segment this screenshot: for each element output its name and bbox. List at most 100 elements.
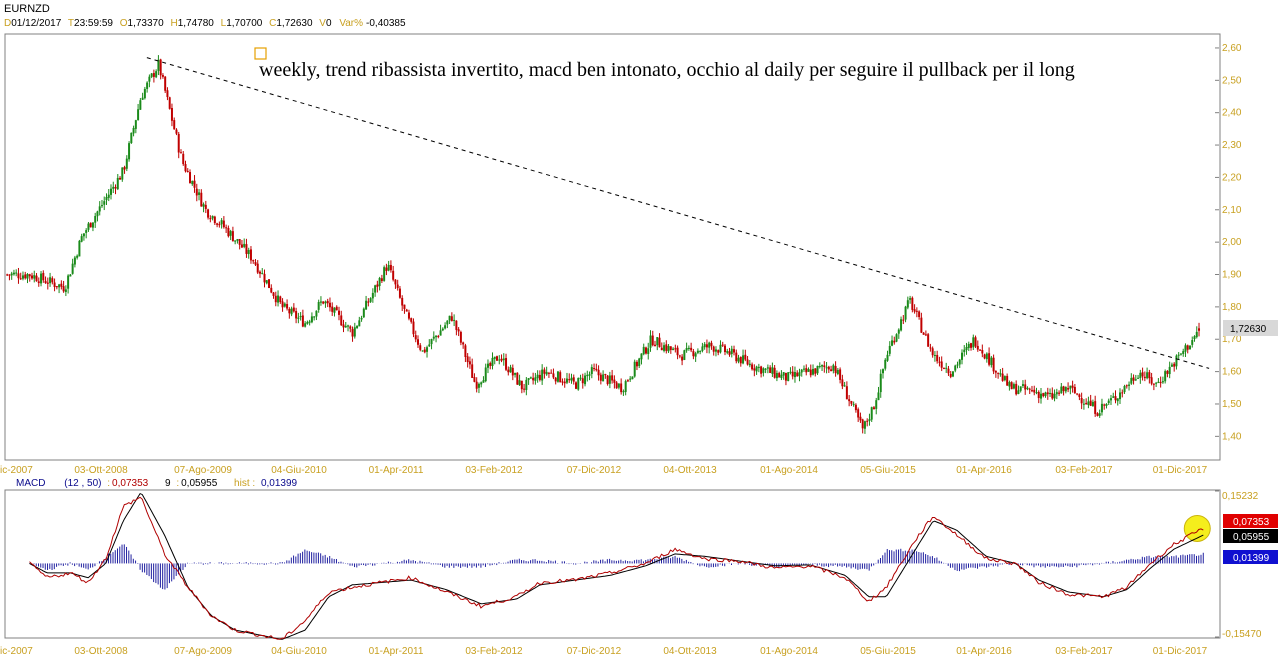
candle-body bbox=[760, 366, 763, 374]
candle-body bbox=[1166, 370, 1169, 374]
price-y-tick-label: 1,90 bbox=[1222, 270, 1242, 281]
candle-body bbox=[1146, 372, 1149, 379]
candle-body bbox=[798, 372, 801, 377]
candle-body bbox=[1096, 413, 1099, 416]
candle-body bbox=[649, 335, 652, 348]
candle-body bbox=[15, 272, 18, 274]
macd-y-tick-label: -0,15470 bbox=[1222, 629, 1262, 640]
candle-body bbox=[207, 209, 210, 218]
candle-body bbox=[744, 354, 747, 360]
candle-body bbox=[1114, 396, 1117, 401]
candle-body bbox=[694, 353, 697, 357]
date-key: D bbox=[4, 18, 11, 29]
candle-body bbox=[85, 230, 88, 233]
candle-body bbox=[1184, 345, 1187, 352]
candle-body bbox=[444, 325, 447, 329]
candle-body bbox=[489, 363, 492, 366]
candle-body bbox=[319, 301, 322, 303]
annotation-marker[interactable] bbox=[254, 47, 267, 60]
candle-body bbox=[80, 236, 83, 242]
candle-body bbox=[428, 344, 431, 347]
price-x-tick-label: 03-Feb-2017 bbox=[1055, 465, 1113, 476]
candle-body bbox=[879, 373, 882, 393]
candle-body bbox=[240, 244, 243, 248]
candle-body bbox=[780, 374, 783, 379]
candle-body bbox=[516, 372, 519, 385]
macd-x-tick-label: 04-Giu-2010 bbox=[271, 646, 327, 657]
candle-body bbox=[644, 347, 647, 354]
price-y-tick-label: 2,10 bbox=[1222, 205, 1242, 216]
candle-body bbox=[660, 347, 663, 351]
candle-body bbox=[538, 374, 541, 380]
candle-body bbox=[358, 320, 361, 327]
candle-body bbox=[782, 372, 785, 376]
candle-body bbox=[1195, 331, 1198, 338]
candle-body bbox=[437, 336, 440, 338]
candle-body bbox=[459, 331, 462, 343]
candle-body bbox=[403, 304, 406, 309]
candle-body bbox=[870, 407, 873, 420]
candle-body bbox=[256, 263, 259, 273]
macd-x-tick-label: 03-Feb-2017 bbox=[1055, 646, 1113, 657]
price-y-tick-label: 1,60 bbox=[1222, 367, 1242, 378]
candle-body bbox=[28, 274, 31, 277]
time-value: 23:59:59 bbox=[74, 18, 113, 29]
candle-body bbox=[945, 367, 948, 369]
candle-body bbox=[762, 368, 765, 373]
candle-body bbox=[1078, 394, 1081, 398]
candle-body bbox=[1044, 392, 1047, 397]
candle-body bbox=[243, 243, 246, 247]
candle-body bbox=[55, 286, 58, 288]
candle-body bbox=[584, 375, 587, 385]
candle-body bbox=[356, 325, 359, 329]
candle-body bbox=[202, 204, 205, 207]
candle-body bbox=[125, 158, 128, 169]
candle-body bbox=[468, 361, 471, 365]
candle-body bbox=[1193, 336, 1196, 340]
candle-body bbox=[701, 346, 704, 351]
candle-body bbox=[723, 345, 726, 353]
candle-body bbox=[71, 263, 74, 274]
candle-body bbox=[1148, 372, 1151, 379]
candle-body bbox=[64, 289, 67, 292]
candle-body bbox=[1100, 403, 1103, 413]
candle-body bbox=[1186, 345, 1189, 350]
price-y-tick-label: 2,40 bbox=[1222, 108, 1242, 119]
candle-body bbox=[137, 109, 140, 121]
candle-body bbox=[216, 223, 219, 225]
candle-body bbox=[1008, 382, 1011, 387]
candle-body bbox=[665, 344, 668, 351]
candle-body bbox=[868, 419, 871, 421]
candle-body bbox=[412, 321, 415, 335]
annotation-text[interactable]: weekly, trend ribassista invertito, macd… bbox=[259, 59, 1075, 81]
candle-body bbox=[737, 357, 740, 362]
candle-body bbox=[179, 152, 182, 154]
candle-body bbox=[146, 82, 149, 89]
candle-body bbox=[830, 369, 833, 372]
candle-body bbox=[281, 301, 284, 308]
candle-body bbox=[1130, 377, 1133, 384]
price-x-axis: ic-2007 03-Ott-2008 07-Ago-2009 04-Giu-2010… bbox=[0, 465, 1208, 476]
candle-body bbox=[60, 283, 63, 287]
candle-body bbox=[455, 320, 458, 330]
candle-body bbox=[193, 180, 196, 188]
price-x-tick-label: 04-Ott-2013 bbox=[663, 465, 717, 476]
candle-body bbox=[304, 323, 307, 327]
candle-body bbox=[527, 378, 530, 380]
candle-body bbox=[288, 309, 291, 314]
candle-body bbox=[954, 365, 957, 371]
hist-badge: 0,01399 bbox=[1233, 553, 1270, 564]
candle-body bbox=[1128, 384, 1131, 386]
candle-body bbox=[845, 386, 848, 400]
candle-body bbox=[942, 368, 945, 370]
candle-body bbox=[105, 197, 108, 201]
candle-body bbox=[1188, 345, 1191, 350]
macd-x-tick-label: ic-2007 bbox=[0, 646, 33, 657]
candle-body bbox=[1155, 382, 1158, 384]
candle-body bbox=[40, 273, 43, 284]
candle-body bbox=[53, 282, 56, 287]
candle-body bbox=[678, 355, 681, 357]
price-panel-frame bbox=[4, 33, 1221, 461]
candle-body bbox=[394, 279, 397, 285]
macd-x-tick-label: 07-Dic-2012 bbox=[567, 646, 622, 657]
